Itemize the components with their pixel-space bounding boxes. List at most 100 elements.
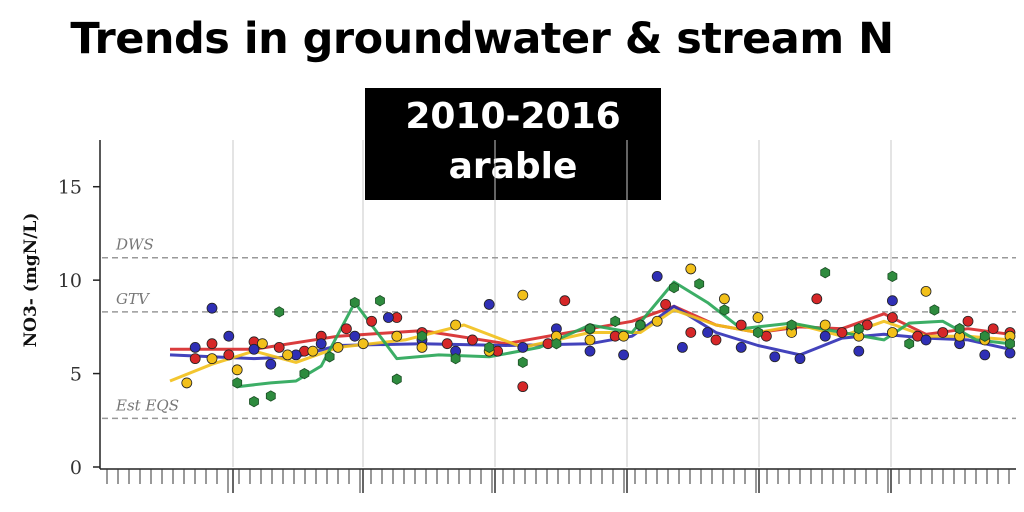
data-point — [349, 330, 361, 342]
data-point — [811, 293, 823, 305]
data-point — [962, 315, 974, 327]
data-point — [735, 342, 747, 353]
data-point — [954, 323, 965, 335]
data-point — [920, 334, 932, 346]
data-point — [904, 338, 915, 350]
data-point — [232, 377, 243, 389]
chart-title: Trends in groundwater & stream N — [70, 14, 894, 64]
data-point — [861, 319, 873, 331]
data-point — [669, 281, 679, 294]
data-point — [887, 327, 898, 338]
data-point — [223, 330, 235, 342]
data-point — [618, 349, 629, 361]
data-point — [517, 381, 529, 393]
data-point — [618, 330, 629, 342]
data-point — [282, 349, 294, 361]
period-label: 2010-2016 — [405, 96, 621, 137]
data-point — [752, 312, 764, 323]
data-point — [584, 334, 596, 346]
data-point — [819, 319, 831, 331]
data-points — [181, 263, 1016, 408]
data-point — [685, 327, 697, 338]
data-point — [483, 299, 495, 310]
data-point — [332, 342, 344, 353]
data-point — [1005, 338, 1015, 350]
reference-label-0: DWS — [115, 236, 154, 254]
data-point — [223, 349, 235, 361]
data-point — [517, 289, 529, 301]
landuse-label: arable — [448, 146, 578, 187]
data-point — [820, 267, 831, 279]
data-point — [819, 330, 831, 342]
data-point — [719, 293, 730, 305]
data-point — [517, 356, 528, 369]
data-point — [610, 315, 621, 327]
data-point — [702, 327, 713, 338]
data-point — [315, 338, 327, 350]
data-point — [853, 345, 865, 357]
data-point — [206, 353, 218, 365]
data-point — [206, 302, 218, 314]
trend-lines — [169, 280, 1011, 389]
data-point — [450, 319, 462, 331]
data-point — [189, 353, 201, 365]
data-point — [181, 377, 193, 389]
data-point — [794, 353, 806, 365]
data-point — [585, 323, 595, 335]
data-point — [273, 342, 285, 353]
trend-line-1 — [169, 304, 1011, 361]
data-point — [307, 345, 319, 357]
y-axis-label: NO3- (mgN/L) — [21, 213, 41, 348]
data-point — [391, 373, 402, 385]
data-point — [231, 364, 243, 376]
y-tick-label-10: 10 — [58, 270, 82, 292]
data-point — [450, 352, 461, 365]
data-point — [366, 315, 378, 327]
trend-line-2 — [169, 308, 1011, 383]
data-point — [979, 349, 991, 361]
data-point — [189, 342, 201, 353]
data-point — [559, 295, 571, 307]
data-point — [719, 304, 730, 316]
data-point — [274, 306, 285, 318]
y-tick-label-15: 15 — [58, 177, 82, 199]
data-point — [249, 395, 259, 408]
data-point — [206, 338, 218, 350]
data-point — [349, 296, 360, 309]
data-point — [651, 271, 663, 282]
y-tick-label-5: 5 — [70, 364, 82, 386]
data-point — [710, 334, 722, 346]
data-point — [769, 351, 781, 363]
data-point — [517, 342, 529, 353]
period-label-box: 2010-2016 arable — [365, 88, 661, 200]
data-point — [694, 278, 705, 290]
data-point — [417, 330, 427, 342]
data-point — [391, 330, 403, 342]
data-point — [416, 342, 428, 353]
data-point — [357, 338, 369, 350]
reference-label-1: GTV — [116, 290, 151, 308]
data-point — [265, 358, 277, 370]
data-point — [786, 319, 797, 331]
data-point — [887, 295, 898, 307]
data-point — [1004, 347, 1016, 359]
data-point — [929, 304, 940, 316]
data-point — [584, 345, 596, 357]
data-point — [441, 338, 453, 350]
reference-label-2: Est EQS — [115, 396, 179, 414]
data-point — [836, 327, 848, 338]
data-point — [685, 263, 697, 275]
data-point — [635, 319, 646, 331]
data-point — [987, 323, 999, 335]
data-point — [382, 312, 394, 323]
data-point — [753, 326, 763, 339]
data-point — [256, 338, 268, 350]
data-point — [735, 319, 747, 331]
data-point — [937, 327, 949, 338]
trend-line-0 — [170, 304, 1011, 351]
data-point — [651, 315, 663, 327]
reference-lines: DWS GTV Est EQS — [102, 236, 1016, 420]
data-point — [761, 330, 772, 342]
data-point — [979, 330, 990, 342]
